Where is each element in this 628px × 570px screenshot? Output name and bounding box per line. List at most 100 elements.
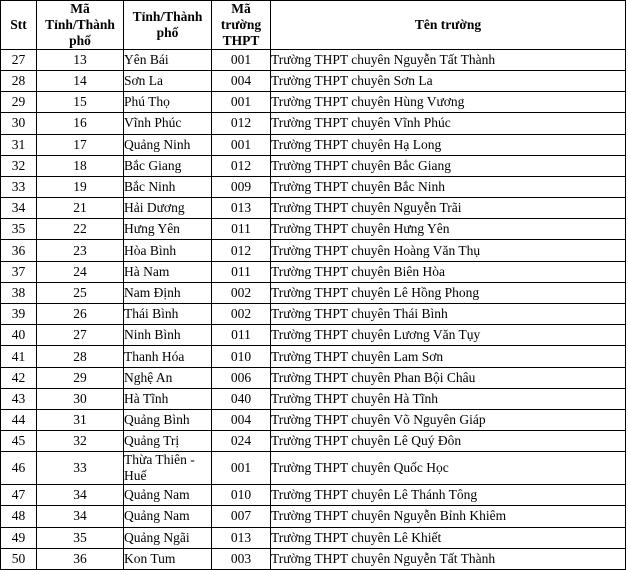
table-row: 37 24 Hà Nam 011 Trường THPT chuyên Biên Hòa	[0, 261, 626, 283]
table-row: 46 33 Thừa Thiên - Huế 001 Trường THPT chuyê…	[0, 451, 626, 486]
cell-stt: 33	[0, 176, 37, 199]
cell-stt: 39	[0, 303, 37, 326]
table-row: 49 35 Quảng Ngãi 013 Trường THPT chuyên Lê K…	[0, 527, 626, 549]
cell-tinh-thanh-pho: Ninh Bình	[123, 324, 212, 347]
cell-ma-tinh: 35	[36, 527, 124, 549]
cell-stt: 43	[0, 388, 37, 410]
cell-ma-truong: 010	[211, 484, 271, 507]
table-row: 29 15 Phú Thọ 001 Trường THPT chuyên Hùng Vư…	[0, 91, 626, 114]
cell-ma-truong: 003	[211, 548, 271, 570]
cell-tinh-thanh-pho: Nam Định	[123, 282, 212, 305]
column-header-stt: Stt	[0, 0, 37, 50]
cell-tinh-thanh-pho: Quảng Ninh	[123, 134, 212, 156]
cell-stt: 30	[0, 112, 37, 135]
cell-ma-tinh: 36	[36, 548, 124, 570]
cell-ma-tinh: 27	[36, 324, 124, 347]
column-header-tinh-thanh-pho-label: Tỉnh/Thành phố	[132, 8, 203, 40]
cell-stt: 46	[0, 451, 37, 486]
cell-tinh-thanh-pho: Quảng Nam	[123, 505, 212, 528]
column-header-ma-tinh-line-3: phố	[69, 32, 91, 48]
cell-tinh-thanh-pho: Vĩnh Phúc	[123, 112, 212, 135]
cell-ma-tinh: 24	[36, 261, 124, 283]
column-header-ma-tinh-thanh-pho: Mã Tỉnh/Thành phố	[36, 0, 124, 50]
cell-ma-truong: 004	[211, 409, 271, 432]
column-header-ma-tinh-line-1: Mã	[70, 1, 90, 16]
cell-stt: 37	[0, 261, 37, 283]
cell-ma-tinh: 29	[36, 367, 124, 389]
table-row: 38 25 Nam Định 002 Trường THPT chuyên Lê Hồn…	[0, 282, 626, 305]
table-row: 50 36 Kon Tum 003 Trường THPT chuyên Nguyễn …	[0, 548, 626, 570]
cell-ten-truong: Trường THPT chuyên Thái Bình	[270, 303, 626, 326]
table-row: 40 27 Ninh Bình 011 Trường THPT chuyên Lương…	[0, 324, 626, 347]
cell-stt: 40	[0, 324, 37, 347]
column-header-tinh-thanh-pho: Tỉnh/Thành phố	[123, 0, 212, 50]
cell-stt: 49	[0, 527, 37, 549]
cell-ma-tinh: 30	[36, 388, 124, 410]
cell-stt: 32	[0, 155, 37, 177]
cell-ten-truong: Trường THPT chuyên Vĩnh Phúc	[270, 112, 626, 135]
cell-ma-truong: 013	[211, 197, 271, 220]
cell-ma-tinh: 34	[36, 505, 124, 528]
cell-ma-truong: 002	[211, 303, 271, 326]
column-header-ma-truong-thpt: Mã trường THPT	[211, 0, 271, 50]
cell-ma-tinh: 14	[36, 70, 124, 93]
cell-ma-tinh: 31	[36, 409, 124, 432]
cell-ma-tinh: 25	[36, 282, 124, 305]
cell-tinh-thanh-pho: Phú Thọ	[123, 91, 212, 114]
cell-ma-truong: 002	[211, 282, 271, 305]
cell-ten-truong: Trường THPT chuyên Hà Tĩnh	[270, 388, 626, 410]
cell-ten-truong: Trường THPT chuyên Quốc Học	[270, 451, 626, 486]
table-row: 42 29 Nghệ An 006 Trường THPT chuyên Phan Bộ…	[0, 367, 626, 389]
cell-ma-tinh: 23	[36, 239, 124, 262]
cell-ten-truong: Trường THPT chuyên Nguyễn Tất Thành	[270, 548, 626, 570]
cell-stt: 31	[0, 134, 37, 156]
column-header-ma-truong-line-2: trường	[220, 16, 262, 32]
cell-ma-truong: 011	[211, 261, 271, 283]
table-row: 45 32 Quảng Trị 024 Trường THPT chuyên Lê Qu…	[0, 430, 626, 453]
table-row: 44 31 Quảng Bình 004 Trường THPT chuyên Võ N…	[0, 409, 626, 432]
cell-ma-tinh: 18	[36, 155, 124, 177]
cell-ma-truong: 013	[211, 527, 271, 549]
cell-ma-truong: 001	[211, 134, 271, 156]
cell-stt: 35	[0, 218, 37, 241]
cell-ma-truong: 012	[211, 155, 271, 177]
cell-stt: 48	[0, 505, 37, 528]
table-row: 39 26 Thái Bình 002 Trường THPT chuyên Thái …	[0, 303, 626, 326]
cell-ma-truong: 011	[211, 324, 271, 347]
cell-ma-truong: 001	[211, 451, 271, 486]
cell-ten-truong: Trường THPT chuyên Nguyễn Trãi	[270, 197, 626, 220]
cell-tinh-thanh-pho: Quảng Trị	[123, 430, 212, 453]
cell-tinh-thanh-pho: Quảng Ngãi	[123, 527, 212, 549]
cell-ten-truong: Trường THPT chuyên Lam Sơn	[270, 345, 626, 368]
cell-ten-truong: Trường THPT chuyên Biên Hòa	[270, 261, 626, 283]
cell-ma-truong: 001	[211, 91, 271, 114]
cell-ten-truong: Trường THPT chuyên Hoàng Văn Thụ	[270, 239, 626, 262]
cell-ma-truong: 004	[211, 70, 271, 93]
cell-ten-truong: Trường THPT chuyên Nguyễn Bỉnh Khiêm	[270, 505, 626, 528]
cell-ma-tinh: 26	[36, 303, 124, 326]
cell-ten-truong: Trường THPT chuyên Bắc Giang	[270, 155, 626, 177]
table-row: 32 18 Bắc Giang 012 Trường THPT chuyên Bắc G…	[0, 155, 626, 177]
cell-tinh-thanh-pho: Hưng Yên	[123, 218, 212, 241]
cell-ma-tinh: 19	[36, 176, 124, 199]
cell-ma-truong: 006	[211, 367, 271, 389]
table-row: 31 17 Quảng Ninh 001 Trường THPT chuyên Hạ L…	[0, 134, 626, 156]
cell-ma-tinh: 15	[36, 91, 124, 114]
cell-tinh-thanh-pho: Quảng Nam	[123, 484, 212, 507]
cell-ma-tinh: 33	[36, 451, 124, 486]
cell-ma-truong: 001	[211, 49, 271, 71]
cell-ten-truong: Trường THPT chuyên Phan Bội Châu	[270, 367, 626, 389]
cell-tinh-thanh-pho: Sơn La	[123, 70, 212, 93]
cell-stt: 42	[0, 367, 37, 389]
table-header-row: Stt Mã Tỉnh/Thành phố Tỉnh/Thành phố Mã …	[0, 0, 626, 50]
table-row: 35 22 Hưng Yên 011 Trường THPT chuyên Hưng Y…	[0, 218, 626, 241]
table-row: 36 23 Hòa Bình 012 Trường THPT chuyên Hoàng …	[0, 239, 626, 262]
cell-tinh-thanh-pho: Hải Dương	[123, 197, 212, 220]
cell-ten-truong: Trường THPT chuyên Bắc Ninh	[270, 176, 626, 199]
cell-stt: 47	[0, 484, 37, 507]
cell-ten-truong: Trường THPT chuyên Hùng Vương	[270, 91, 626, 114]
cell-stt: 38	[0, 282, 37, 305]
column-header-ten-truong: Tên trường	[270, 0, 626, 50]
